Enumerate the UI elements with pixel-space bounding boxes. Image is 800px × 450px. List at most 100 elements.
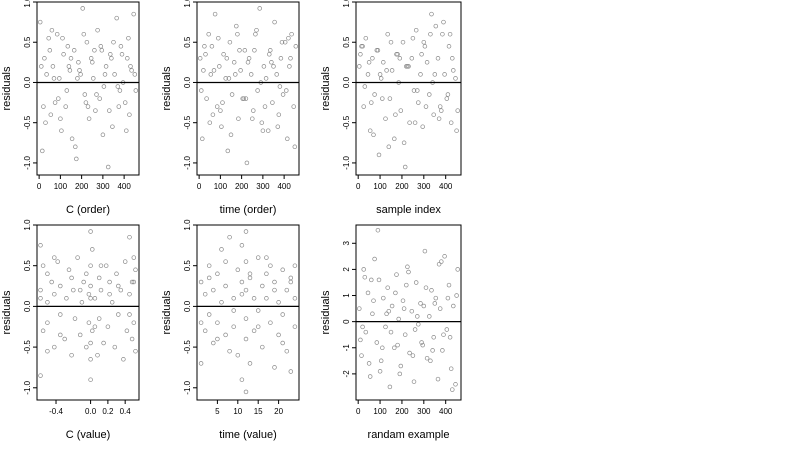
data-point xyxy=(69,136,75,142)
data-point xyxy=(447,335,453,340)
data-point xyxy=(105,324,111,329)
x-tick-label: 0 xyxy=(197,182,202,191)
data-point xyxy=(292,296,298,301)
data-point xyxy=(280,267,285,273)
x-axis-title: sample index xyxy=(376,204,441,216)
data-point xyxy=(247,275,253,281)
data-point xyxy=(228,132,234,138)
x-tick-label: -0.4 xyxy=(49,407,63,416)
data-point xyxy=(269,60,274,65)
data-point xyxy=(43,120,48,125)
data-point xyxy=(202,44,207,49)
x-tick-label: 300 xyxy=(417,182,431,191)
scatter-panel-4: -0.4 0.0 0.2 0.4 -1.0 -0.5 0.0 0.5 1.0 C (value) r… xyxy=(1,219,140,441)
data-point xyxy=(212,11,218,17)
x-axis-title: randam example xyxy=(368,429,450,441)
data-point xyxy=(243,287,249,293)
data-point xyxy=(455,267,460,272)
data-point xyxy=(105,164,111,170)
data-point xyxy=(121,357,126,362)
data-point xyxy=(128,64,133,69)
data-point xyxy=(264,296,269,301)
data-point xyxy=(367,128,373,133)
data-point xyxy=(418,301,423,306)
data-point xyxy=(260,283,265,289)
data-point xyxy=(245,60,251,65)
y-tick-label: 3 xyxy=(342,241,351,246)
data-point xyxy=(48,112,54,117)
data-point xyxy=(200,136,205,142)
data-point xyxy=(370,311,375,317)
data-point xyxy=(407,350,412,356)
data-point xyxy=(114,15,119,21)
data-point xyxy=(118,287,124,293)
y-tick-label: -0.5 xyxy=(23,115,32,129)
data-point xyxy=(288,279,294,285)
data-point xyxy=(216,35,221,41)
data-point xyxy=(428,31,433,37)
data-point xyxy=(223,76,228,81)
y-tick-label: 1 xyxy=(342,293,351,298)
data-point xyxy=(220,100,225,105)
plot-frame xyxy=(196,1,300,176)
x-tick-label: 10 xyxy=(233,407,242,416)
data-point xyxy=(102,72,108,77)
data-point xyxy=(115,84,121,89)
data-point xyxy=(255,324,261,329)
data-point xyxy=(387,384,393,390)
data-point xyxy=(272,287,277,293)
data-point xyxy=(365,290,371,296)
x-tick-label: 200 xyxy=(75,182,89,191)
data-point xyxy=(38,296,43,301)
data-point xyxy=(101,340,106,346)
data-point xyxy=(112,344,118,350)
data-point xyxy=(90,60,95,65)
data-point xyxy=(275,124,281,129)
data-point xyxy=(202,291,208,297)
data-point xyxy=(223,259,228,264)
data-point xyxy=(268,48,273,53)
data-point xyxy=(44,72,49,77)
data-point xyxy=(224,56,230,61)
data-point xyxy=(285,136,290,142)
data-point xyxy=(378,76,384,81)
data-point xyxy=(88,340,93,346)
data-point xyxy=(239,377,245,382)
x-tick-label: 0.4 xyxy=(120,407,132,416)
data-point xyxy=(264,255,269,260)
data-point xyxy=(428,358,433,364)
data-point xyxy=(127,234,132,240)
data-points xyxy=(197,6,299,166)
data-point xyxy=(422,248,428,254)
data-point xyxy=(92,324,98,329)
data-point xyxy=(357,64,362,69)
data-point xyxy=(76,60,81,65)
data-point xyxy=(38,373,43,378)
data-point xyxy=(77,332,83,338)
y-tick-label: -1.0 xyxy=(183,155,192,169)
data-point xyxy=(85,104,91,109)
data-point xyxy=(243,389,249,395)
y-tick-label: -0.5 xyxy=(183,115,192,129)
data-point xyxy=(276,332,281,338)
data-point xyxy=(384,68,389,73)
data-point xyxy=(88,283,93,289)
data-point xyxy=(98,287,104,293)
scatter-panel-3: 0 100 200 300 400 -1.0 -0.5 0.0 0.5 1.0 sample ind… xyxy=(320,0,462,216)
x-tick-label: 400 xyxy=(117,182,131,191)
data-point xyxy=(437,306,443,311)
data-point xyxy=(235,267,241,273)
data-point xyxy=(377,369,383,374)
y-tick-label: 0.0 xyxy=(23,76,32,88)
data-point xyxy=(56,96,61,101)
data-point xyxy=(92,296,98,301)
data-point xyxy=(88,56,94,61)
data-point xyxy=(40,148,45,154)
data-point xyxy=(206,263,212,268)
data-point xyxy=(416,322,421,327)
data-point xyxy=(95,352,100,358)
y-tick-label: 0.0 xyxy=(23,300,32,312)
data-point xyxy=(284,88,289,93)
data-point xyxy=(112,72,117,77)
